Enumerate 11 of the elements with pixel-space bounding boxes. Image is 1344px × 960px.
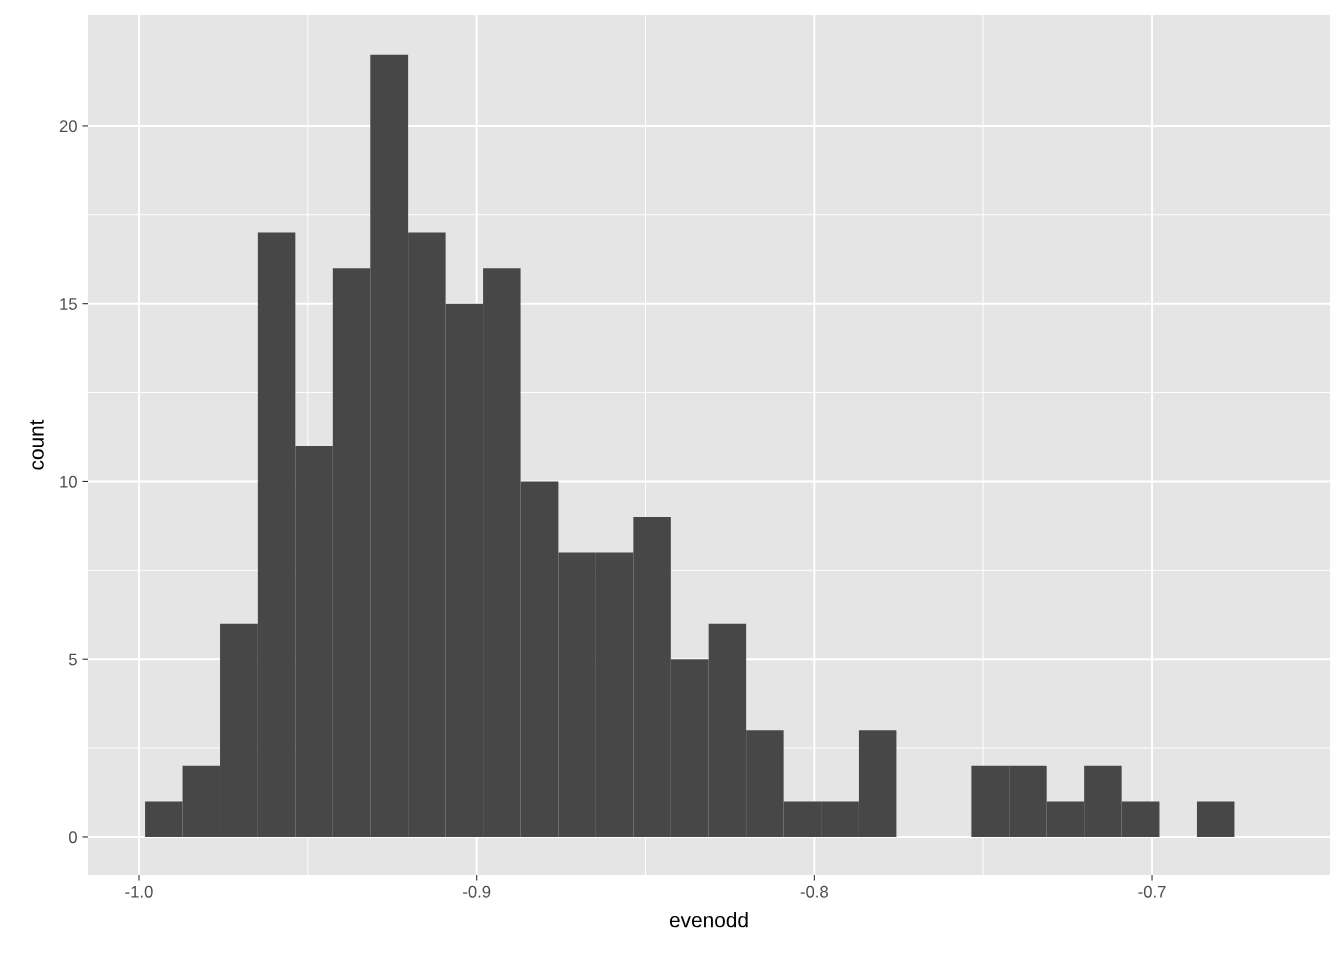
- y-tick-label: 10: [60, 475, 77, 488]
- x-tick-label: -0.8: [800, 885, 828, 898]
- x-axis-title: evenodd: [669, 912, 748, 928]
- x-tick-label: -1.0: [125, 885, 153, 898]
- y-tick-label: 15: [60, 298, 77, 310]
- x-tick-label: -0.7: [1138, 885, 1166, 898]
- y-axis-title: count: [30, 419, 44, 470]
- x-tick-label: -0.9: [463, 885, 491, 898]
- y-tick-label: 5: [68, 653, 77, 666]
- y-tick-label: 20: [59, 120, 77, 133]
- y-tick-label: 0: [68, 831, 77, 844]
